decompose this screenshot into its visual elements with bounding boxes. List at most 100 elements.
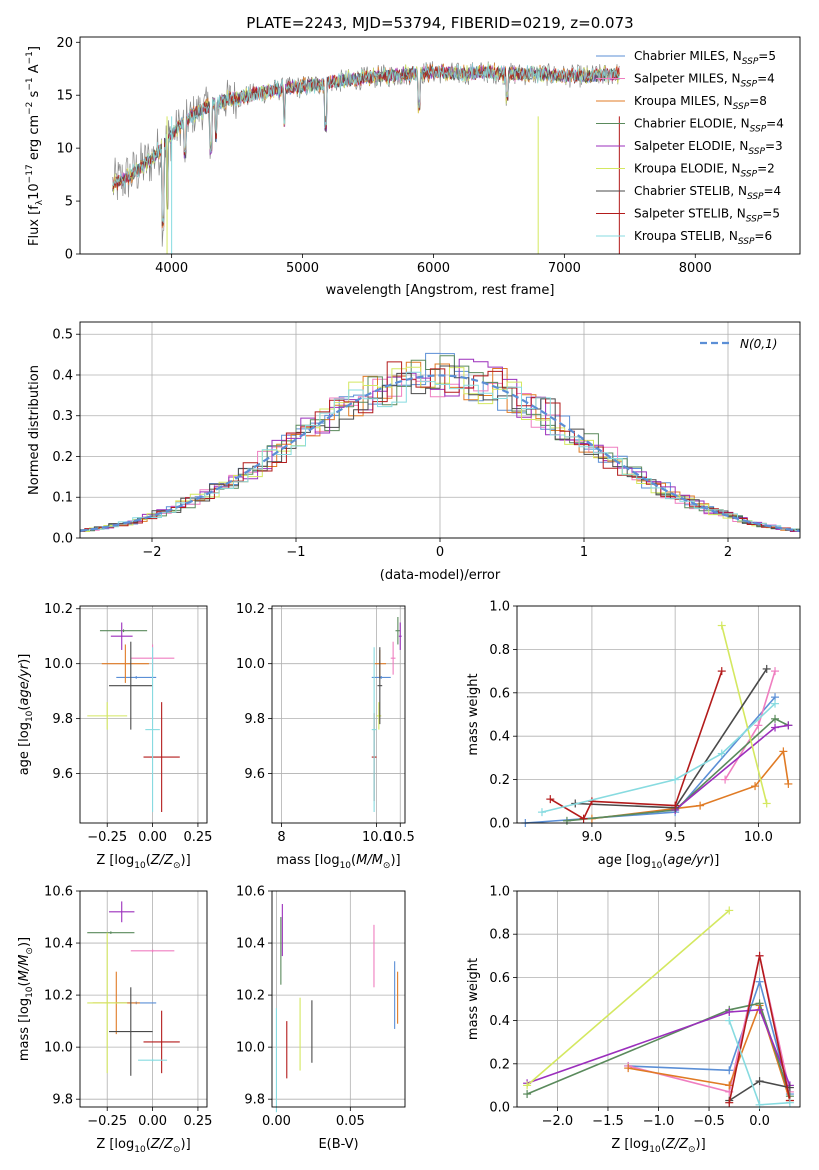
plus-marker [771,714,780,723]
errorbar-point [371,647,377,813]
spectrum-axes: 4000 5000 6000 7000 8000 0 5 10 15 20 PLATE=2243, … [25,14,801,298]
x-tick-label: 10.0 [362,830,391,845]
axes-frame [79,321,801,539]
x-tick-label: 7000 [548,261,581,276]
errorbar-point [143,702,180,813]
axes-frame [271,605,406,824]
x-axis-label: mass [log10(M/M⊙)] [276,853,400,871]
y-tick-label: 9.8 [52,712,73,727]
errorbar-point [109,641,153,730]
errorbar-point [110,622,133,650]
spectrum-model-line [112,65,620,221]
plus-marker [725,1007,734,1016]
y-tick-label: 9.8 [244,1093,265,1108]
y-tick-label: 0.1 [52,491,73,506]
errorbar-point [116,676,157,679]
plus-marker [755,1100,764,1109]
y-tick-label: 0.0 [489,1101,510,1116]
plus-marker [696,801,705,810]
plus-marker [717,667,726,676]
y-tick-label: 0.4 [489,1014,510,1029]
y-tick-label: 10.4 [236,937,265,952]
errorbar-point [109,901,135,923]
plus-marker [725,1098,734,1107]
plus-marker [755,1077,764,1086]
legend-item: Kroupa ELODIE, NSSP=2 [596,162,775,180]
y-tick-label: 9.8 [244,712,265,727]
y-tick-label: 9.8 [52,1093,73,1108]
y-tick-label: 0.5 [52,328,73,343]
plus-marker [562,816,571,825]
x-tick-label: 1 [580,545,588,560]
y-tick-label: 0.8 [489,928,510,943]
y-tick-label: 10.4 [44,937,73,952]
x-tick-label: 10.5 [386,830,415,845]
y-tick-label: 10.6 [236,885,265,900]
errorbar-point [145,647,160,813]
weight-series-line [541,703,776,813]
y-tick-label: 10.2 [236,989,265,1004]
x-tick-label: −1 [286,545,305,560]
x-axis-label: E(B-V) [318,1137,358,1152]
errorbar-point [398,622,402,650]
spectrum-data-line [112,61,620,247]
plot-area [87,901,180,1076]
y-tick-label: 1.0 [489,885,510,900]
weight-series-line [721,625,768,804]
plus-marker [751,782,760,791]
plus-marker [784,721,793,730]
x-tick-label: 8000 [679,261,712,276]
y-tick-label: 0.4 [489,730,510,745]
spectrum-model-line [112,62,620,229]
x-tick-label: 0.25 [183,1114,212,1129]
mass-vs-EBV-axes: 0.00 0.05 9.8 10.0 10.2 10.4 10.6 E(B-V) [236,885,406,1152]
x-tick-label: 0.00 [138,1114,167,1129]
plus-marker [779,747,788,756]
x-tick-label: −1.0 [643,1114,675,1129]
plot-area [87,622,180,813]
residuals-axes: −2 −1 0 1 2 0.0 0.1 0.2 0.3 0.4 0.5 (data-model)/er… [27,321,801,583]
weight-series-line [526,909,730,1087]
spectrum-model-line [112,66,620,227]
y-tick-label: 0.2 [489,1057,510,1072]
errorbar-point [371,676,391,679]
errorbar-point [376,702,382,730]
plus-marker [785,1098,794,1107]
legend-label: Kroupa MILES, NSSP=8 [634,94,767,112]
legend-label: Kroupa ELODIE, NSSP=2 [634,162,775,180]
errorbar-point [130,949,175,953]
x-tick-label: −2.0 [542,1114,574,1129]
legend-item: Kroupa STELIB, NSSP=6 [596,229,772,247]
x-tick-label: 10.0 [744,830,773,845]
spectrum-model-line [112,64,620,225]
plus-marker [754,721,763,730]
y-tick-label: 10.2 [236,602,265,617]
plus-marker [721,775,730,784]
plot-area [112,61,620,254]
age-vs-Z-axes: −0.25 0.00 0.25 9.6 9.8 10.0 10.2 Z [log10(Z/Z⊙… [17,602,212,871]
mass-weight-vs-age-axes: 9.0 9.5 10.0 0.0 0.2 0.4 0.6 0.8 1.0 age [log10(a… [466,600,801,871]
spectrum-model-line [112,62,620,223]
legend-label: Salpeter ELODIE, NSSP=3 [634,139,783,157]
errorbar-point [377,647,383,725]
x-tick-label: 5000 [286,261,319,276]
y-tick-label: 10.2 [44,602,73,617]
errorbar-point [101,644,149,683]
x-axis-label: age [log10(age/yr)] [598,853,720,871]
plot-area [521,621,793,827]
y-tick-label: 10 [56,142,73,157]
plus-marker [725,1066,734,1075]
x-tick-label: −1.5 [592,1114,624,1129]
plus-marker [725,1081,734,1090]
x-tick-label: 0.25 [183,830,212,845]
y-tick-label: 10.2 [44,989,73,1004]
x-tick-label: 9.0 [582,830,603,845]
x-tick-label: 0 [436,545,444,560]
residual-histogram [80,371,800,532]
normal-curve [80,374,800,532]
plus-marker [717,749,726,758]
legend: Chabrier MILES, NSSP=5 Salpeter MILES, NS… [596,49,784,247]
plus-marker [579,814,588,823]
y-tick-label: 0.8 [489,643,510,658]
